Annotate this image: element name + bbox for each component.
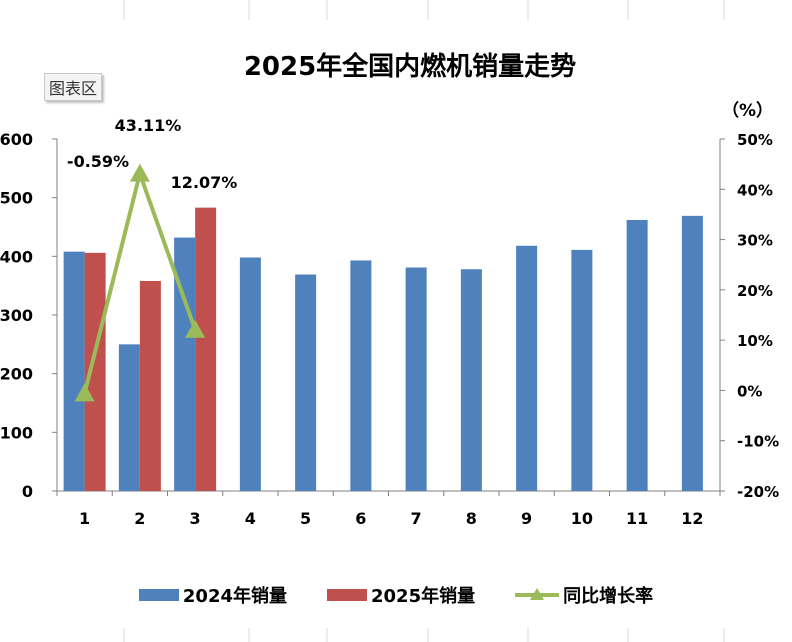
y-left-tick-label: 0 bbox=[22, 482, 33, 501]
y-right-tick-label: 0% bbox=[737, 382, 762, 400]
bar-2024-2 bbox=[118, 344, 140, 491]
legend-swatch-2025 bbox=[327, 589, 367, 601]
growth-marker-1 bbox=[74, 383, 95, 402]
legend-label-2024: 2024年销量 bbox=[182, 586, 287, 607]
growth-data-label: 12.07% bbox=[171, 173, 238, 192]
growth-data-label: 43.11% bbox=[115, 116, 182, 135]
y-right-tick-label: -20% bbox=[737, 483, 779, 501]
bar-2024-6 bbox=[350, 260, 372, 491]
bar-2024-3 bbox=[174, 237, 196, 491]
growth-marker-2 bbox=[129, 163, 150, 182]
legend-label-growth: 同比增长率 bbox=[563, 586, 654, 607]
bar-2024-4 bbox=[239, 257, 261, 491]
legend-swatch-growth bbox=[515, 588, 560, 600]
legend-item-2024: 2024年销量 bbox=[138, 582, 287, 608]
x-tick-label: 9 bbox=[521, 509, 532, 528]
bar-2024-8 bbox=[460, 269, 482, 491]
y-right-tick-label: -10% bbox=[737, 433, 779, 451]
legend-item-2025: 2025年销量 bbox=[327, 582, 475, 608]
legend: 2024年销量 2025年销量 同比增长率 bbox=[0, 582, 792, 608]
legend-swatch-2024 bbox=[138, 589, 179, 601]
bar-2024-5 bbox=[295, 274, 317, 491]
x-tick-label: 7 bbox=[411, 509, 422, 528]
y-left-tick-label: 600 bbox=[0, 130, 33, 149]
y-right-tick-label: 40% bbox=[737, 181, 773, 199]
chart-title: 2025年全国内燃机销量走势 bbox=[243, 52, 577, 82]
x-tick-label: 10 bbox=[571, 509, 593, 528]
bar-2025-3 bbox=[195, 207, 217, 491]
y-left-tick-label: 100 bbox=[0, 423, 33, 442]
y-right-tick-label: 10% bbox=[737, 332, 773, 350]
legend-label-2025: 2025年销量 bbox=[371, 586, 476, 607]
x-tick-label: 6 bbox=[355, 509, 366, 528]
growth-marker-3 bbox=[185, 319, 206, 338]
x-tick-label: 8 bbox=[466, 509, 477, 528]
y-left-tick-label: 300 bbox=[0, 306, 33, 325]
legend-item-growth: 同比增长率 bbox=[515, 582, 653, 608]
y-left-tick-label: 500 bbox=[0, 189, 33, 208]
y-right-tick-label: 30% bbox=[737, 232, 773, 250]
chart-area-tooltip: 图表区 bbox=[44, 73, 103, 101]
bar-2024-1 bbox=[63, 251, 85, 491]
bar-2024-12 bbox=[681, 215, 703, 491]
bar-2024-10 bbox=[571, 249, 593, 491]
right-axis-unit: （%） bbox=[722, 101, 774, 121]
x-tick-label: 5 bbox=[300, 509, 311, 528]
bar-2024-7 bbox=[405, 267, 427, 491]
x-tick-label: 2 bbox=[134, 509, 145, 528]
bar-2024-9 bbox=[516, 245, 538, 491]
y-left-tick-label: 400 bbox=[0, 247, 33, 266]
bar-2025-1 bbox=[84, 252, 106, 491]
bar-2025-2 bbox=[139, 280, 161, 491]
x-tick-label: 1 bbox=[79, 509, 90, 528]
x-tick-label: 3 bbox=[190, 509, 201, 528]
bar-2024-11 bbox=[626, 219, 648, 491]
x-tick-label: 4 bbox=[245, 509, 256, 528]
growth-data-label: -0.59% bbox=[67, 152, 129, 171]
y-right-tick-label: 20% bbox=[737, 282, 773, 300]
x-tick-label: 12 bbox=[681, 509, 703, 528]
y-right-tick-label: 50% bbox=[737, 131, 773, 149]
x-tick-label: 11 bbox=[626, 509, 648, 528]
y-left-tick-label: 200 bbox=[0, 365, 33, 384]
